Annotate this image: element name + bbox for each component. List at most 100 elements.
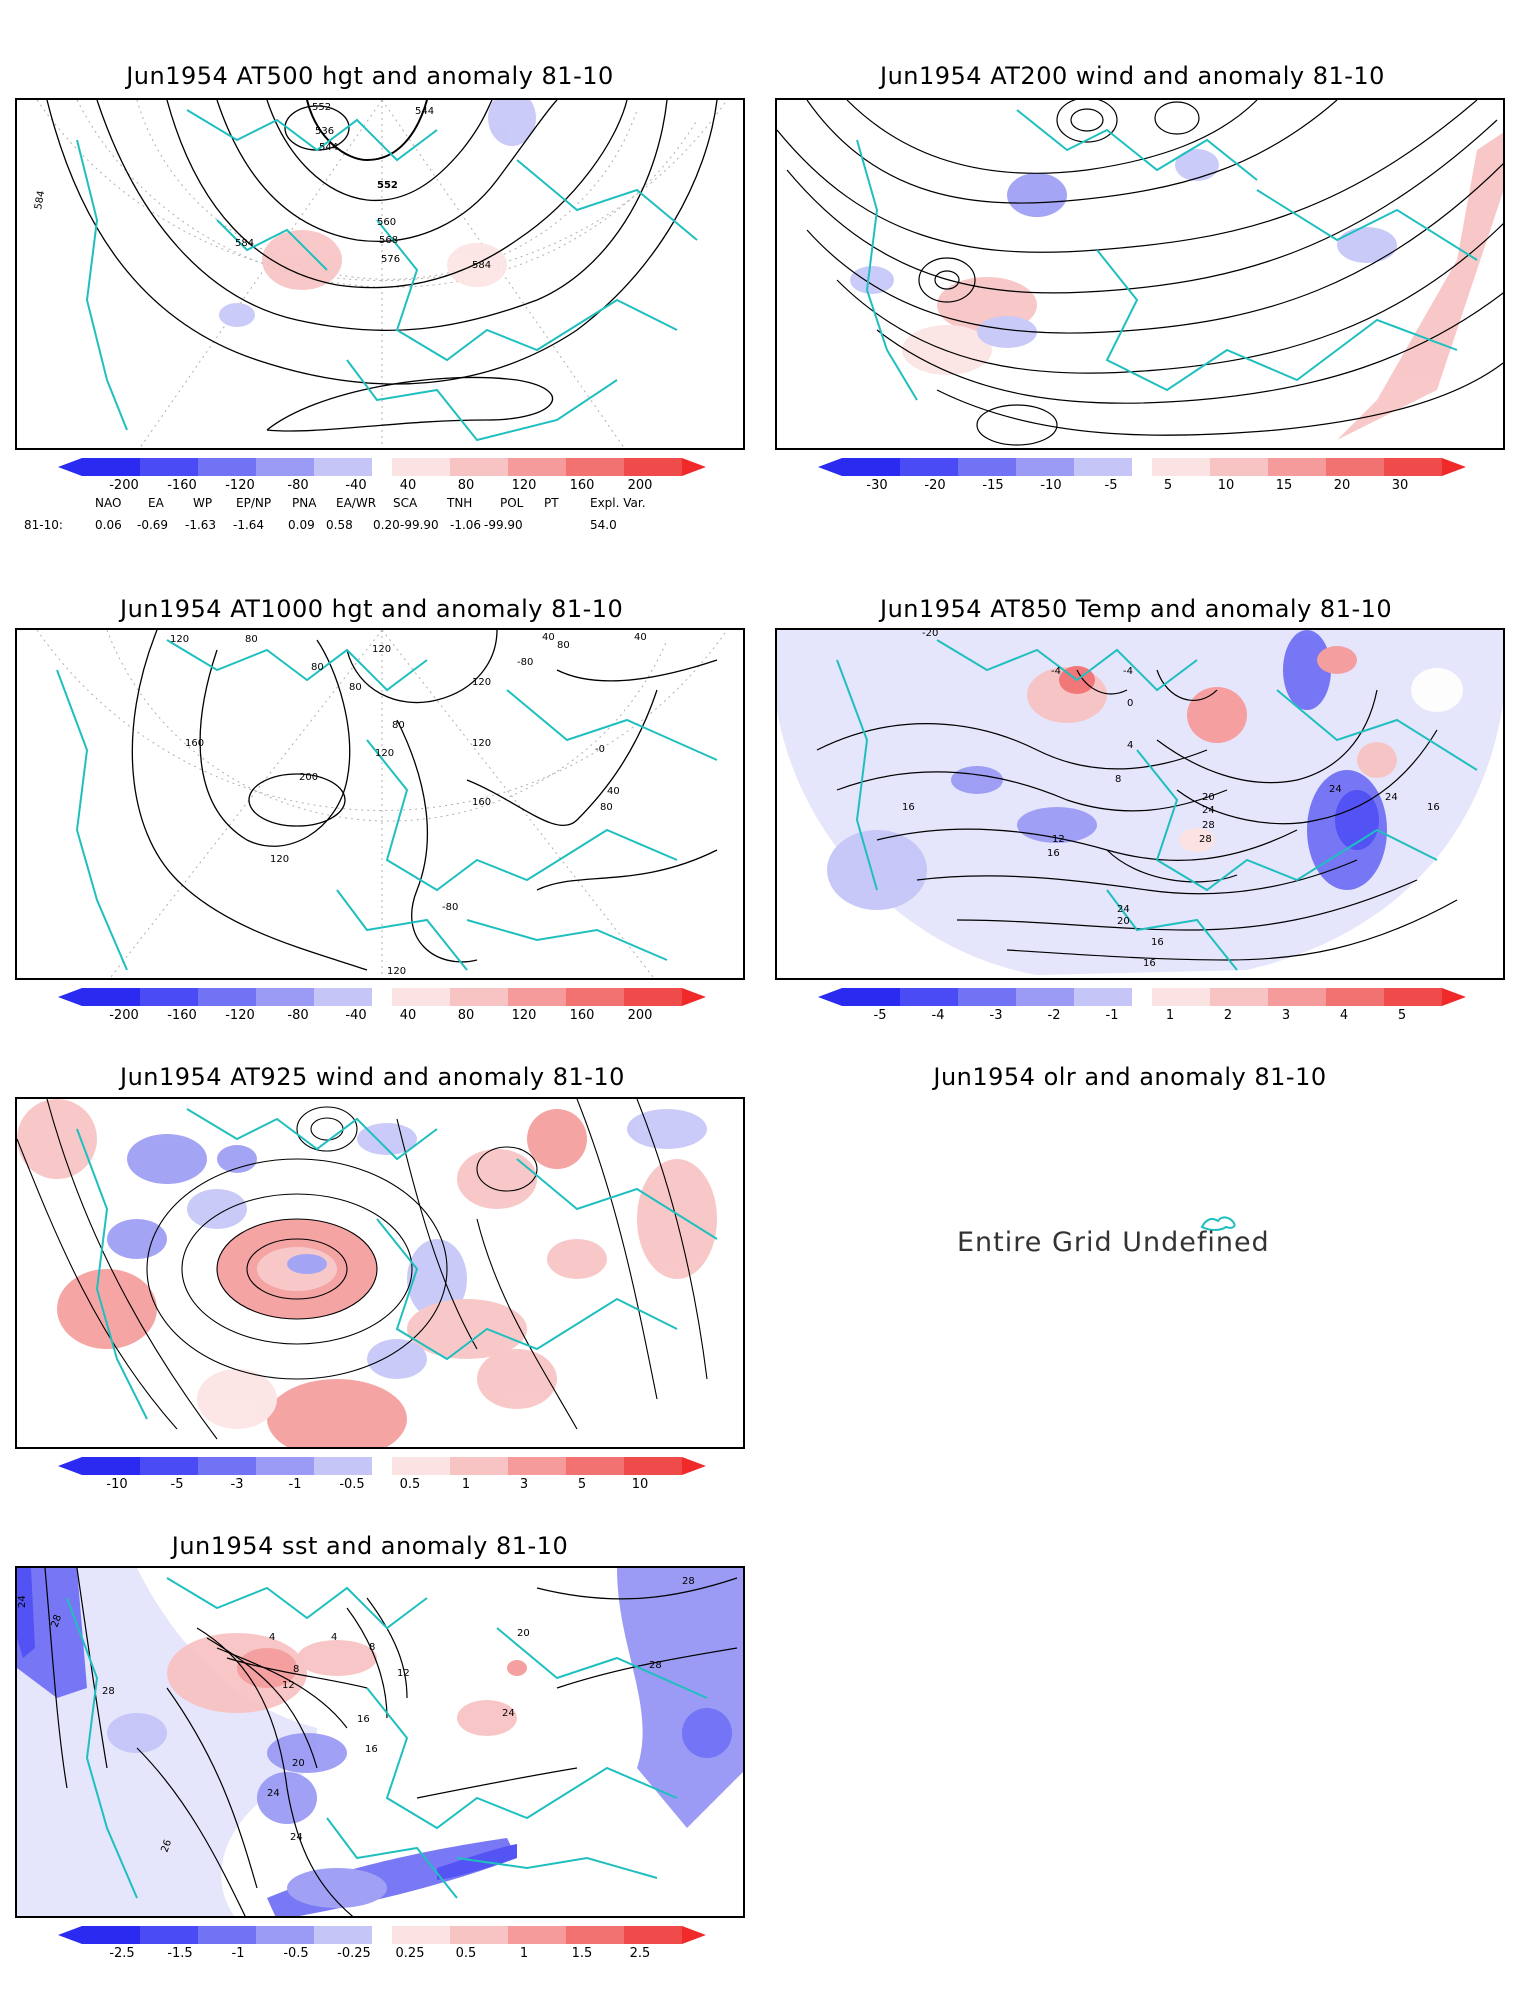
- tele-header: EP/NP: [236, 496, 272, 510]
- contour-label: -4: [1051, 666, 1061, 677]
- contour-label: 160: [185, 738, 204, 749]
- tick: 10: [631, 1477, 649, 1492]
- contour-label: 26: [159, 1838, 174, 1854]
- contour-label: 120: [472, 738, 491, 749]
- tele-value: -0.69: [137, 518, 169, 532]
- tele-row-label: 81-10:: [24, 518, 63, 532]
- contour-label: 200: [299, 772, 318, 783]
- tick: 0.5: [455, 1946, 477, 1961]
- contour-label: 16: [1427, 802, 1440, 813]
- tick: 200: [627, 1008, 653, 1023]
- contour-label: 552: [377, 180, 398, 191]
- tele-value: 0.20: [373, 518, 400, 532]
- contour-label: 28: [49, 1613, 64, 1629]
- contour-label: 16: [365, 1744, 378, 1755]
- tick: 120: [511, 1008, 537, 1023]
- tick: -2.5: [109, 1946, 135, 1961]
- tick: -80: [287, 478, 309, 493]
- tele-header: Expl. Var.: [590, 496, 646, 510]
- map-500-hgt: 552 544 536 544 552 560 568 576 584 584 …: [15, 98, 745, 450]
- contour-label: 552: [312, 102, 331, 113]
- tick: 80: [457, 1008, 475, 1023]
- contour-label: 16: [357, 1714, 370, 1725]
- contour-label: 80: [311, 662, 324, 673]
- contour-label: -80: [517, 657, 533, 668]
- tick: 120: [511, 478, 537, 493]
- contour-label: 4: [1127, 740, 1133, 751]
- contour-label: 28: [682, 1576, 695, 1587]
- tele-header: PNA: [292, 496, 317, 510]
- undefined-message: Entire Grid Undefined: [957, 1227, 1270, 1258]
- tick: 20: [1333, 478, 1351, 493]
- colorbar-850: [818, 988, 1466, 1006]
- tick: -200: [109, 1008, 139, 1023]
- tele-header: EA/WR: [336, 496, 377, 510]
- tick: 200: [627, 478, 653, 493]
- contour-label: 584: [33, 190, 47, 211]
- contour-label: 28: [1202, 820, 1215, 831]
- tick: 4: [1339, 1008, 1349, 1023]
- map-1000-hgt: 120 80 80 80 120 40 80 40 160 200 120 -8…: [15, 628, 745, 980]
- colorbar-1000: [58, 988, 706, 1006]
- tele-header: SCA: [393, 496, 418, 510]
- tick: 0.25: [395, 1946, 425, 1961]
- tick: -3: [230, 1477, 244, 1492]
- tele-value: 0.09: [288, 518, 315, 532]
- tick: 10: [1217, 478, 1235, 493]
- tick: 15: [1275, 478, 1293, 493]
- contour-label: 120: [375, 748, 394, 759]
- tick: -1: [288, 1477, 302, 1492]
- tick: -10: [1040, 478, 1062, 493]
- tick: -5: [1104, 478, 1118, 493]
- contour-label: 80: [557, 640, 570, 651]
- tick: 40: [399, 478, 417, 493]
- tele-value: -1.64: [233, 518, 265, 532]
- contour-label: 40: [607, 786, 620, 797]
- contour-label: 584: [472, 260, 491, 271]
- tick: 80: [457, 478, 475, 493]
- contour-label: 80: [600, 802, 613, 813]
- contour-label: 16: [1047, 848, 1060, 859]
- contour-label: 80: [392, 720, 405, 731]
- contour-label: 120: [387, 966, 406, 977]
- contour-label: 24: [1202, 805, 1215, 816]
- tick: -0.25: [337, 1946, 371, 1961]
- tele-header: TNH: [447, 496, 473, 510]
- map-sst: 24 28 28 28 28 4 4 8 8 12 12 16 16 20 20…: [15, 1566, 745, 1918]
- tick: -4: [931, 1008, 945, 1023]
- tick: -10: [106, 1477, 128, 1492]
- title-925: Jun1954 AT925 wind and anomaly 81-10: [120, 1063, 625, 1091]
- contour-label: 24: [267, 1788, 280, 1799]
- tick: 1: [461, 1477, 471, 1492]
- contour-label: 120: [170, 634, 189, 645]
- contour-label: 12: [397, 1668, 410, 1679]
- title-850: Jun1954 AT850 Temp and anomaly 81-10: [880, 595, 1393, 623]
- tele-value: -1.63: [185, 518, 217, 532]
- contour-label: 576: [381, 254, 400, 265]
- olr-empty-area: Entire Grid Undefined: [775, 1097, 1505, 1449]
- tick: -2: [1047, 1008, 1061, 1023]
- tick: 5: [1397, 1008, 1407, 1023]
- contour-label: 568: [379, 235, 398, 246]
- tick: 3: [519, 1477, 529, 1492]
- tick: -5: [170, 1477, 184, 1492]
- tele-header: PT: [544, 496, 559, 510]
- tick: -200: [109, 478, 139, 493]
- contour-label: 24: [17, 1595, 28, 1608]
- contour-label: 24: [1329, 784, 1342, 795]
- tick: -5: [873, 1008, 887, 1023]
- tick: -0.5: [339, 1477, 365, 1492]
- tele-value: 54.0: [590, 518, 617, 532]
- contour-label: 584: [235, 238, 254, 249]
- contour-label: 160: [472, 797, 491, 808]
- colorbar-500: [58, 458, 706, 476]
- contour-label: 20: [292, 1758, 305, 1769]
- tele-header: WP: [193, 496, 213, 510]
- map-850-temp: -20 -4 -4 0 4 8 16 12 16 20 24 28 24 28 …: [775, 628, 1505, 980]
- tick: -120: [225, 478, 255, 493]
- tick: -20: [924, 478, 946, 493]
- contour-label: 4: [269, 1632, 275, 1643]
- tele-header: POL: [500, 496, 524, 510]
- contour-label: 16: [1143, 958, 1156, 969]
- tick: -1.5: [167, 1946, 193, 1961]
